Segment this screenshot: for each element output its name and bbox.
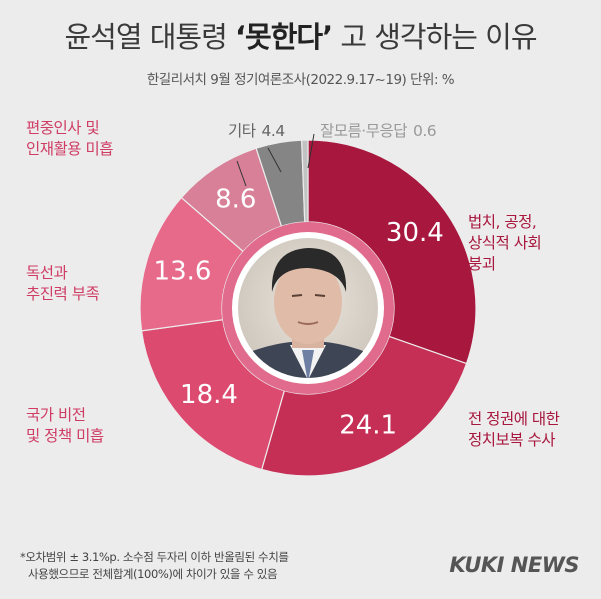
label-personnel: 편중인사 및 인재활용 미흡 [26, 118, 114, 160]
label-dontknow-name: 잘모름·무응답 [320, 122, 408, 140]
label-law-line: 붕괴 [468, 255, 496, 273]
leader-line-dontknow [307, 133, 315, 169]
value-label-political: 24.1 [339, 410, 397, 440]
label-other: 기타 4.4 [228, 121, 285, 142]
label-personnel-line: 인재활용 미흡 [26, 140, 114, 158]
label-law: 법치, 공정, 상식적 사회 붕괴 [468, 212, 542, 275]
label-vision-line: 및 정책 미흡 [26, 427, 104, 445]
label-political-line: 정치보복 수사 [468, 431, 556, 449]
label-law-line: 법치, 공정, [468, 213, 537, 231]
label-vision-line: 국가 비전 [26, 406, 86, 424]
title-part2: 고 생각하는 이유 [340, 20, 537, 54]
label-drive: 독선과 추진력 부족 [26, 263, 100, 305]
label-dontknow-value: 0.6 [413, 122, 437, 140]
label-other-value: 4.4 [261, 122, 286, 140]
kuki-news-logo: KUKI NEWS [449, 553, 579, 577]
label-dontknow: 잘모름·무응답 0.6 [320, 121, 437, 142]
label-vision: 국가 비전 및 정책 미흡 [26, 405, 104, 447]
portrait-photo [238, 238, 378, 378]
value-label-vision: 18.4 [180, 380, 238, 410]
title-part1: 윤석열 대통령 [64, 20, 227, 54]
label-political-line: 전 정권에 대한 [468, 410, 560, 428]
leader-line-other [267, 147, 282, 173]
label-drive-line: 추진력 부족 [26, 285, 100, 303]
label-political: 전 정권에 대한 정치보복 수사 [468, 409, 560, 451]
subtitle: 한길리서치 9월 정기여론조사(2022.9.17~19) 단위: % [146, 72, 455, 88]
footnote-line1: *오차범위 ± 3.1%p. 소수점 두자리 이하 반올림된 수치를 [20, 550, 289, 564]
value-label-drive: 13.6 [154, 257, 212, 287]
value-label-personnel: 8.6 [215, 185, 256, 215]
leader-line-personnel [236, 160, 247, 187]
label-law-line: 상식적 사회 [468, 234, 542, 252]
title-highlight: ‘못한다’ [235, 20, 333, 54]
slice-labels: 30.4 24.1 18.4 13.6 8.6 [154, 185, 444, 441]
label-personnel-line: 편중인사 및 [26, 119, 100, 137]
label-other-name: 기타 [228, 122, 256, 140]
footnote-line2: 사용했으므로 전체합계(100%)에 차이가 있을 수 있음 [28, 567, 278, 581]
value-label-law: 30.4 [386, 218, 444, 248]
page-title: 윤석열 대통령 ‘못한다’ 고 생각하는 이유 [0, 14, 601, 56]
footnote: *오차범위 ± 3.1%p. 소수점 두자리 이하 반올림된 수치를 사용했으므… [20, 549, 289, 583]
label-drive-line: 독선과 [26, 264, 68, 282]
